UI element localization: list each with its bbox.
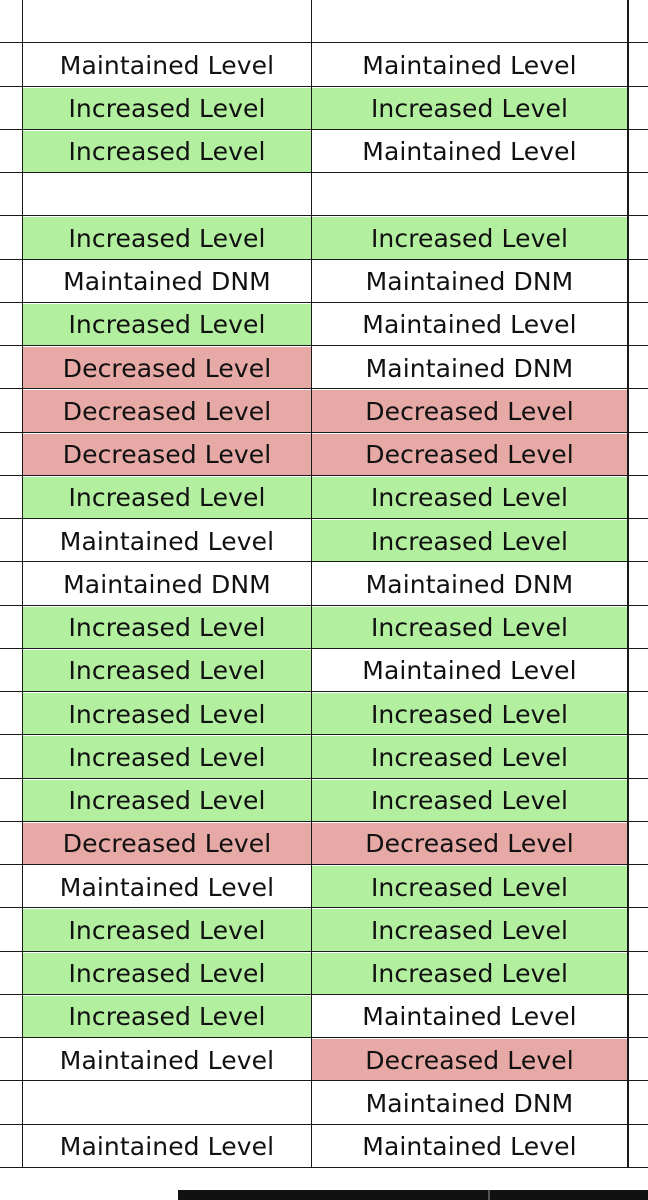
table-cell[interactable]: Increased Level [312, 606, 627, 649]
row-divider [0, 172, 648, 173]
row-divider [0, 432, 648, 433]
table-cell[interactable]: Decreased Level [23, 822, 311, 865]
row-divider [0, 821, 648, 822]
row-divider [0, 259, 648, 260]
table-cell[interactable]: Maintained DNM [23, 260, 311, 303]
table-cell[interactable]: Maintained Level [23, 866, 311, 909]
table-cell[interactable]: Increased Level [312, 476, 627, 519]
table-cell[interactable]: Increased Level [23, 995, 311, 1038]
table-cell[interactable] [312, 1, 627, 44]
table-cell[interactable]: Increased Level [23, 303, 311, 346]
table-cell[interactable]: Increased Level [312, 87, 627, 130]
bottom-scrollbar[interactable] [178, 1190, 648, 1200]
table-cell[interactable]: Increased Level [23, 779, 311, 822]
row-divider [0, 302, 648, 303]
row-divider [0, 691, 648, 692]
row-divider [0, 778, 648, 779]
row-divider [0, 345, 648, 346]
table-cell[interactable]: Maintained DNM [312, 260, 627, 303]
table-cell[interactable]: Increased Level [23, 217, 311, 260]
table-cell[interactable]: Increased Level [23, 476, 311, 519]
column-divider [311, 0, 312, 1168]
table-cell[interactable]: Maintained Level [23, 520, 311, 563]
table-cell[interactable] [23, 1, 311, 44]
table-cell[interactable]: Increased Level [312, 520, 627, 563]
row-divider [0, 951, 648, 952]
table-cell[interactable]: Increased Level [23, 693, 311, 736]
row-divider [0, 994, 648, 995]
table-cell[interactable]: Maintained Level [312, 44, 627, 87]
row-divider [0, 605, 648, 606]
table-cell[interactable]: Maintained DNM [312, 347, 627, 390]
row-divider [0, 561, 648, 562]
table-cell[interactable]: Maintained DNM [312, 563, 627, 606]
row-divider [0, 388, 648, 389]
row-divider [0, 907, 648, 908]
row-divider [0, 129, 648, 130]
row-divider [0, 42, 648, 43]
table-cell[interactable]: Maintained Level [312, 130, 627, 173]
table-cell[interactable]: Increased Level [312, 217, 627, 260]
table-cell[interactable]: Increased Level [312, 693, 627, 736]
table-cell[interactable]: Maintained Level [23, 44, 311, 87]
table-cell[interactable]: Decreased Level [23, 347, 311, 390]
table-cell[interactable]: Decreased Level [312, 1039, 627, 1082]
table-cell[interactable]: Increased Level [23, 87, 311, 130]
table-cell[interactable]: Increased Level [23, 909, 311, 952]
table-cell[interactable]: Maintained Level [23, 1125, 311, 1168]
table-cell[interactable]: Increased Level [312, 866, 627, 909]
table-cell[interactable] [23, 174, 311, 217]
row-divider [0, 1037, 648, 1038]
row-divider [0, 1167, 648, 1168]
row-divider [0, 475, 648, 476]
row-divider [0, 86, 648, 87]
table-cell[interactable]: Increased Level [312, 736, 627, 779]
column-divider [22, 0, 23, 1168]
row-divider [0, 518, 648, 519]
table-cell[interactable]: Maintained Level [312, 995, 627, 1038]
table-cell[interactable]: Increased Level [23, 952, 311, 995]
table-cell[interactable]: Increased Level [312, 779, 627, 822]
table-cell[interactable]: Increased Level [23, 606, 311, 649]
table-cell[interactable]: Increased Level [23, 130, 311, 173]
row-divider [0, 864, 648, 865]
table-cell[interactable]: Decreased Level [312, 390, 627, 433]
table-cell[interactable] [312, 174, 627, 217]
row-divider [0, 215, 648, 216]
scrollbar-divider [488, 1190, 490, 1200]
column-divider [627, 0, 629, 1168]
table-cell[interactable]: Maintained Level [312, 1125, 627, 1168]
row-divider [0, 1080, 648, 1081]
table-cell[interactable]: Decreased Level [23, 433, 311, 476]
table-cell[interactable]: Decreased Level [312, 433, 627, 476]
table-cell[interactable]: Decreased Level [23, 390, 311, 433]
row-divider [0, 734, 648, 735]
table-cell[interactable]: Increased Level [312, 952, 627, 995]
table-cell[interactable]: Increased Level [23, 649, 311, 692]
table-cell[interactable]: Maintained DNM [312, 1082, 627, 1125]
table-cell[interactable]: Maintained DNM [23, 563, 311, 606]
table-cell[interactable]: Maintained Level [23, 1039, 311, 1082]
row-divider [0, 1124, 648, 1125]
table-cell[interactable]: Decreased Level [312, 822, 627, 865]
row-divider [0, 648, 648, 649]
table-cell[interactable] [23, 1082, 311, 1125]
table-cell[interactable]: Increased Level [23, 736, 311, 779]
table-cell[interactable]: Increased Level [312, 909, 627, 952]
table-cell[interactable]: Maintained Level [312, 303, 627, 346]
table-cell[interactable]: Maintained Level [312, 649, 627, 692]
